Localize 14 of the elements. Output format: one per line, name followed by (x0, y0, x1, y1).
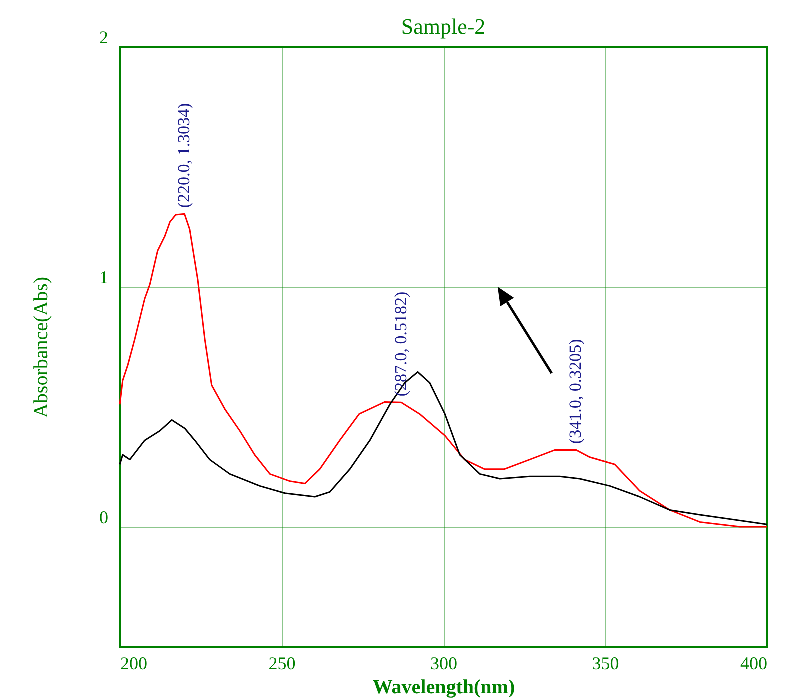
annotation: (341.0, 0.3205) (566, 339, 586, 444)
y-tick-label: 0 (100, 508, 108, 528)
y-axis-title: Absorbance(Abs) (30, 276, 52, 418)
y-tick-label: 2 (100, 28, 108, 48)
annotation: (220.0, 1.3034) (174, 103, 194, 208)
annotation: (287.0, 0.5182) (391, 292, 410, 397)
chart-title: Sample-2 (401, 14, 486, 39)
x-tick-label: 200 (120, 654, 148, 674)
x-tick-label: 350 (592, 654, 620, 674)
x-tick-label: 250 (268, 654, 296, 674)
x-axis-title: Wavelength(nm) (372, 676, 516, 698)
x-tick-label: 300 (430, 654, 458, 674)
x-tick-label: 400 (740, 654, 768, 674)
y-tick-label: 1 (100, 268, 108, 288)
